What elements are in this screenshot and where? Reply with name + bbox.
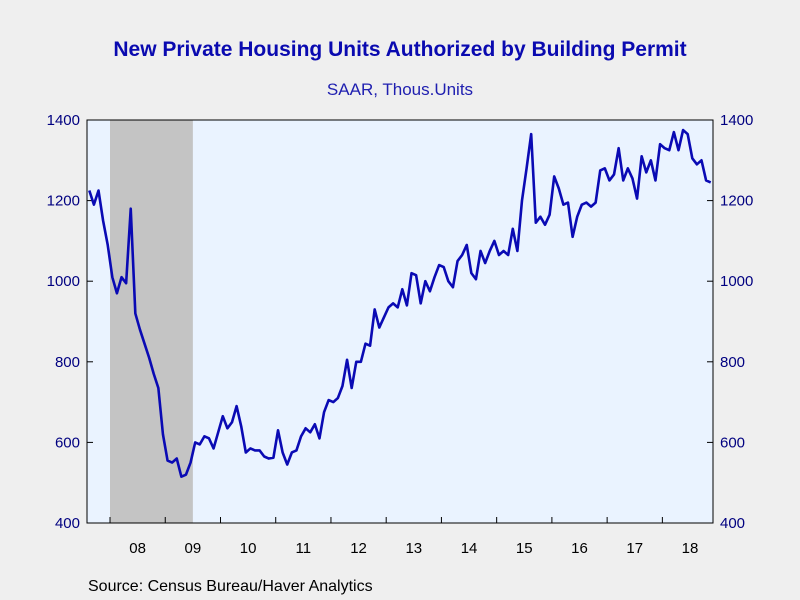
recession-shading [110, 120, 193, 523]
y-tick-label-right: 600 [720, 434, 745, 451]
x-tick-label: 15 [516, 540, 533, 557]
x-tick-label: 10 [240, 540, 257, 557]
y-tick-label-left: 400 [55, 515, 80, 532]
y-tick-label-left: 800 [55, 354, 80, 371]
y-tick-label-right: 1200 [720, 193, 753, 210]
chart-title: New Private Housing Units Authorized by … [113, 38, 687, 61]
x-tick-label: 09 [185, 540, 202, 557]
chart-subtitle: SAAR, Thous.Units [326, 80, 474, 99]
series-line [88, 128, 712, 478]
x-tick-label: 08 [129, 540, 146, 557]
x-tick-label: 17 [626, 540, 643, 557]
source-note: Source: Census Bureau/Haver Analytics [88, 578, 373, 595]
x-tick-label: 13 [405, 540, 422, 557]
y-tick-label-left: 600 [55, 434, 80, 451]
y-tick-label-right: 1000 [720, 273, 753, 290]
plot-frame [86, 119, 714, 524]
y-tick-label-right: 800 [720, 354, 745, 371]
x-tick-label: 16 [571, 540, 588, 557]
x-tick-label: 12 [350, 540, 367, 557]
x-tick-label: 18 [682, 540, 699, 557]
y-tick-label-left: 1000 [47, 273, 80, 290]
x-tick-label: 11 [296, 540, 312, 557]
x-tick-label: 14 [461, 540, 478, 557]
y-tick-label-left: 1200 [47, 193, 80, 210]
y-tick-label-left: 1400 [47, 112, 80, 129]
y-tick-label-right: 400 [720, 515, 745, 532]
y-tick-label-right: 1400 [720, 112, 753, 129]
